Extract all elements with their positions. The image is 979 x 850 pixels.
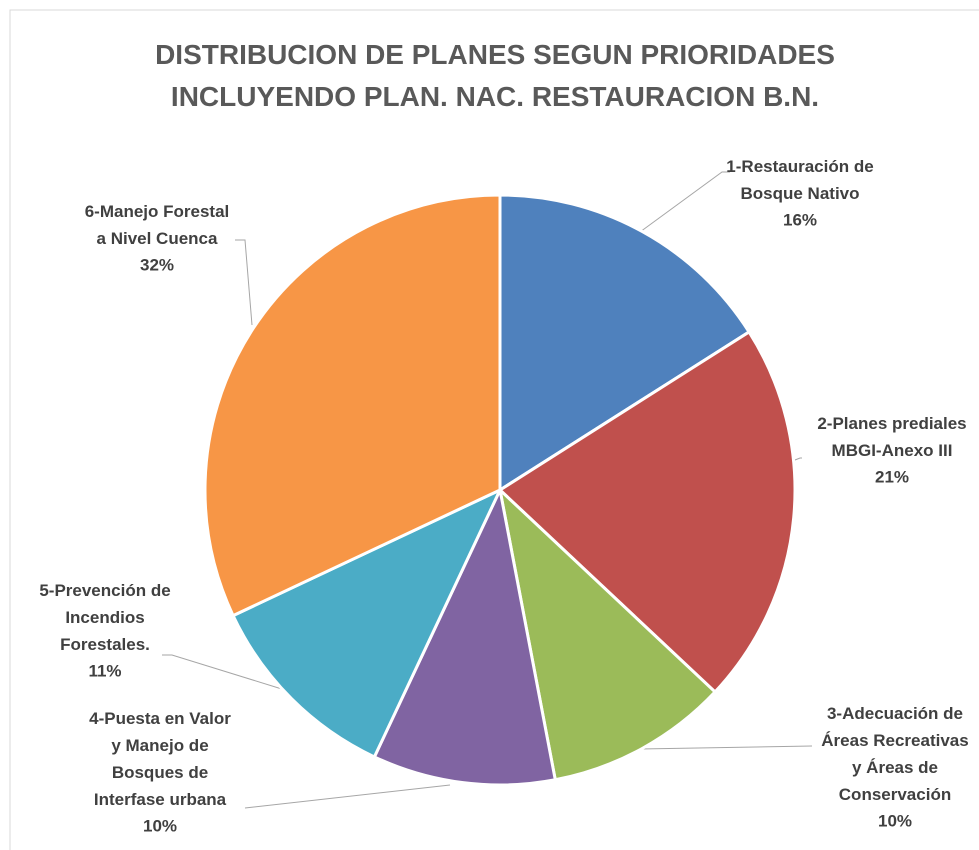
pie-slice [231,486,504,759]
slice-percent: 32% [140,255,174,274]
slice-label: 6-Manejo Forestal a Nivel Cuenca [85,202,230,248]
slice-percent: 16% [783,210,817,229]
leader-line [639,745,813,750]
pie-slice [497,485,718,782]
slice-percent: 10% [143,816,177,835]
slice-percent: 21% [875,467,909,486]
slice-label: 1-Restauración de Bosque Nativo [726,157,873,203]
slice-percent: 10% [878,811,912,830]
leader-line [235,239,253,326]
leader-line [794,457,802,461]
slice-label: 4-Puesta en Valor y Manejo de Bosques de In… [89,709,231,809]
pie-slice [372,485,558,787]
leader-line [162,654,286,691]
slice-percent: 11% [88,661,121,680]
pie [203,193,797,787]
slice-label: 3-Adecuación de Áreas Recreativas y Áreas … [821,704,968,804]
pie-slice [498,193,752,493]
slice-label: 2-Planes prediales MBGI-Anexo III [817,414,966,460]
slice-label: 5-Prevención de Incendios Forestales. [39,581,170,654]
leader-line [244,784,451,809]
pie-slice [497,329,797,695]
pie-slice [203,193,502,618]
leader-line [639,171,730,233]
chart-title: DISTRIBUCION DE PLANES SEGUN PRIORIDADES… [155,39,835,112]
